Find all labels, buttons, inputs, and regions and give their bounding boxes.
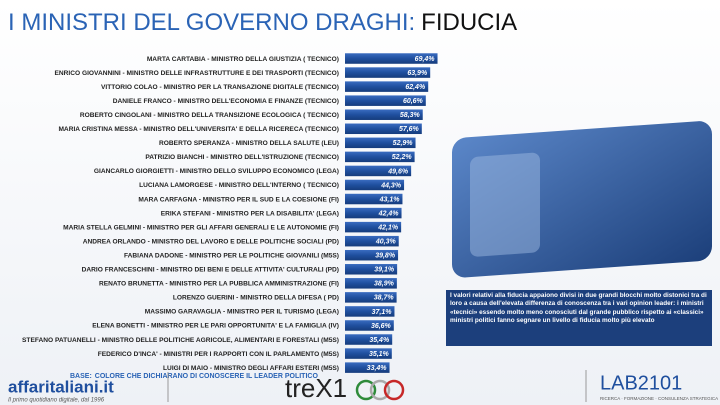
value-label: 49,6% bbox=[387, 168, 409, 175]
note-box bbox=[446, 290, 712, 346]
bar bbox=[345, 137, 416, 149]
value-label: 39,8% bbox=[375, 253, 396, 260]
category-label: MARIA CRISTINA MESSA - MINISTRO DELL'UNI… bbox=[58, 126, 339, 133]
value-label: 38,7% bbox=[374, 295, 395, 302]
base-label: BASE: bbox=[70, 373, 92, 380]
bar bbox=[345, 306, 395, 317]
value-label: 63,9% bbox=[407, 70, 428, 77]
bar bbox=[345, 193, 403, 205]
logo-center: treX1 bbox=[285, 373, 347, 403]
logo-right-tagline: RICERCA · FORMAZIONE · CONSULENZA STRATE… bbox=[600, 396, 718, 401]
note-container: I valori relativi alla fiducia appaiono … bbox=[450, 292, 707, 324]
category-label: MASSIMO GARAVAGLIA - MINISTRO PER IL TUR… bbox=[145, 309, 339, 316]
category-label: FEDERICO D'INCA' - MINISTRI PER I RAPPOR… bbox=[98, 351, 339, 358]
value-label: 35,4% bbox=[369, 337, 390, 344]
bar bbox=[345, 249, 399, 261]
logo-right: LAB2101 bbox=[600, 372, 682, 394]
category-label: LORENZO GUERINI - MINISTRO DELLA DIFESA … bbox=[173, 295, 339, 302]
title-main: I MINISTRI DEL GOVERNO DRAGHI: bbox=[8, 9, 415, 36]
category-label: PATRIZIO BIANCHI - MINISTRO DELL'ISTRUZI… bbox=[145, 154, 339, 161]
category-label: DARIO FRANCESCHINI - MINISTRO DEI BENI E… bbox=[82, 267, 339, 274]
bar bbox=[345, 292, 397, 303]
category-label: MARA CARFAGNA - MINISTRO PER IL SUD E LA… bbox=[138, 196, 339, 203]
category-label: ELENA BONETTI - MINISTRO PER LE PARI OPP… bbox=[92, 323, 339, 330]
photo-collage bbox=[452, 121, 712, 278]
value-label: 42,4% bbox=[378, 210, 400, 217]
bar bbox=[345, 320, 394, 331]
chart-title: I MINISTRI DEL GOVERNO DRAGHI: FIDUCIA bbox=[8, 9, 517, 36]
bar bbox=[345, 95, 426, 106]
bar bbox=[345, 151, 415, 163]
bar bbox=[345, 123, 422, 135]
category-label: ROBERTO SPERANZA - MINISTRO DELLA SALUTE… bbox=[159, 140, 339, 147]
value-label: 38,9% bbox=[374, 281, 395, 288]
value-label: 62,4% bbox=[405, 84, 426, 91]
bar bbox=[345, 67, 431, 78]
category-label: LUCIANA LAMORGESE - MINISTRO DELL'INTERN… bbox=[139, 182, 339, 189]
category-label: GIANCARLO GIORGIETTI - MINISTRO DELLO SV… bbox=[94, 168, 339, 175]
bar bbox=[345, 165, 412, 177]
bar bbox=[345, 81, 429, 92]
bar bbox=[345, 278, 397, 289]
category-label: MARTA CARTABIA - MINISTRO DELLA GIUSTIZI… bbox=[147, 56, 339, 63]
value-label: 40,3% bbox=[375, 239, 397, 246]
value-label: 57,6% bbox=[399, 126, 420, 133]
category-label: ERIKA STEFANI - MINISTRO PER LA DISABILI… bbox=[161, 210, 339, 217]
value-label: 35,1% bbox=[369, 351, 390, 358]
value-label: 58,3% bbox=[400, 112, 421, 119]
value-label: 33,4% bbox=[367, 365, 388, 372]
value-label: 52,9% bbox=[393, 140, 414, 147]
category-label: MARIA STELLA GELMINI - MINISTRO PER GLI … bbox=[63, 224, 339, 231]
category-label: STEFANO PATUANELLI - MINISTRO DELLE POLI… bbox=[22, 337, 339, 344]
value-label: 42,1% bbox=[377, 224, 399, 231]
base: BASE: COLORE CHE DICHIARANO DI CONOSCERE … bbox=[70, 373, 318, 380]
category-label: VITTORIO COLAO - MINISTRO PER LA TRANSAZ… bbox=[101, 84, 339, 91]
bar bbox=[345, 179, 405, 191]
category-label: FABIANA DADONE - MINISTRO PER LE POLITIC… bbox=[124, 252, 339, 259]
value-label: 39,1% bbox=[374, 267, 395, 274]
category-label: ANDREA ORLANDO - MINISTRO DEL LAVORO E D… bbox=[83, 238, 339, 245]
value-label: 36,6% bbox=[371, 323, 392, 330]
bar bbox=[345, 207, 402, 219]
category-label: DANIELE FRANCO - MINISTRO DELL'ECONOMIA … bbox=[113, 98, 339, 105]
logo-center-rings bbox=[355, 379, 405, 401]
category-label: RENATO BRUNETTA - MINISTRO PER LA PUBBLI… bbox=[99, 281, 339, 288]
value-label: 37,1% bbox=[372, 309, 393, 316]
category-label: LUIGI DI MAIO - MINISTRO DEGLI AFFARI ES… bbox=[163, 365, 339, 372]
bar bbox=[345, 264, 398, 275]
logo-left: affaritaliani.it bbox=[8, 377, 114, 396]
value-label: 43,1% bbox=[379, 196, 401, 203]
bar bbox=[345, 53, 438, 64]
note: I valori relativi alla fiducia appaiono … bbox=[450, 292, 707, 324]
bar bbox=[345, 109, 423, 120]
value-label: 52,2% bbox=[392, 154, 413, 161]
base-text: COLORE CHE DICHIARANO DI CONOSCERE IL LE… bbox=[95, 373, 319, 380]
bar bbox=[345, 362, 390, 373]
value-label: 44,3% bbox=[380, 182, 402, 189]
title-highlight: FIDUCIA bbox=[421, 9, 517, 36]
bar bbox=[345, 235, 399, 247]
bar bbox=[345, 334, 393, 345]
value-label: 60,6% bbox=[403, 98, 424, 105]
category-label: ROBERTO CINGOLANI - MINISTRO DELLA TRANS… bbox=[80, 112, 339, 119]
category-label: ENRICO GIOVANNINI - MINISTRO DELLE INFRA… bbox=[54, 70, 339, 77]
value-label: 69,4% bbox=[415, 56, 436, 63]
bar bbox=[345, 221, 402, 233]
logo-left-tagline: Il primo quotidiano digitale, dal 1996 bbox=[8, 398, 105, 404]
bar bbox=[345, 348, 392, 359]
